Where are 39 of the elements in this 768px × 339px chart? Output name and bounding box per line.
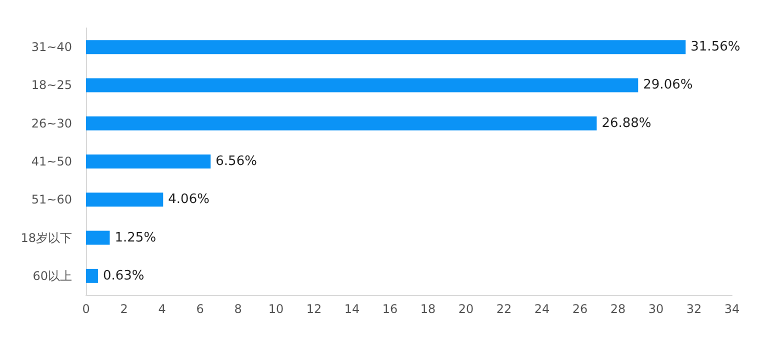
- data-label: 26.88%: [602, 116, 652, 131]
- x-tick-label: 30: [648, 302, 664, 316]
- x-tick-label: 4: [158, 302, 166, 316]
- x-tick-label: 26: [572, 302, 588, 316]
- x-tick-label: 24: [534, 302, 550, 316]
- x-tick-label: 12: [306, 302, 322, 316]
- x-tick-label: 22: [496, 302, 512, 316]
- bar: [86, 154, 211, 168]
- x-tick-label: 16: [382, 302, 398, 316]
- x-tick-label: 20: [458, 302, 474, 316]
- x-tick-label: 10: [268, 302, 284, 316]
- data-label: 0.63%: [102, 268, 144, 284]
- x-tick-label: 6: [196, 302, 204, 316]
- y-tick-label: 18~25: [31, 78, 72, 92]
- y-tick-label: 31~40: [31, 40, 72, 54]
- y-tick-label: 51~60: [31, 192, 72, 207]
- x-tick-label: 8: [234, 302, 242, 316]
- x-tick-label: 34: [724, 302, 740, 316]
- x-tick-label: 32: [686, 302, 702, 316]
- bar: [86, 40, 686, 54]
- bar: [86, 78, 638, 92]
- x-tick-label: 0: [82, 302, 90, 316]
- x-tick-label: 18: [420, 302, 436, 316]
- y-tick-label: 41~50: [31, 154, 72, 168]
- bar: [86, 116, 597, 130]
- x-tick-label: 14: [344, 302, 360, 316]
- data-label: 1.25%: [114, 230, 156, 246]
- x-tick-label: 2: [120, 302, 128, 316]
- data-label: 4.06%: [168, 192, 210, 208]
- bar: [86, 230, 110, 245]
- data-label: 6.56%: [216, 154, 257, 169]
- bar: [86, 192, 164, 207]
- x-tick-label: 28: [610, 302, 626, 316]
- y-tick-label: 26~30: [31, 116, 72, 130]
- y-tick-label: 60以上: [32, 268, 72, 283]
- bar: [86, 268, 98, 283]
- y-tick-label: 18岁以下: [20, 230, 72, 245]
- data-label: 31.56%: [690, 40, 740, 55]
- data-label: 29.06%: [643, 78, 693, 93]
